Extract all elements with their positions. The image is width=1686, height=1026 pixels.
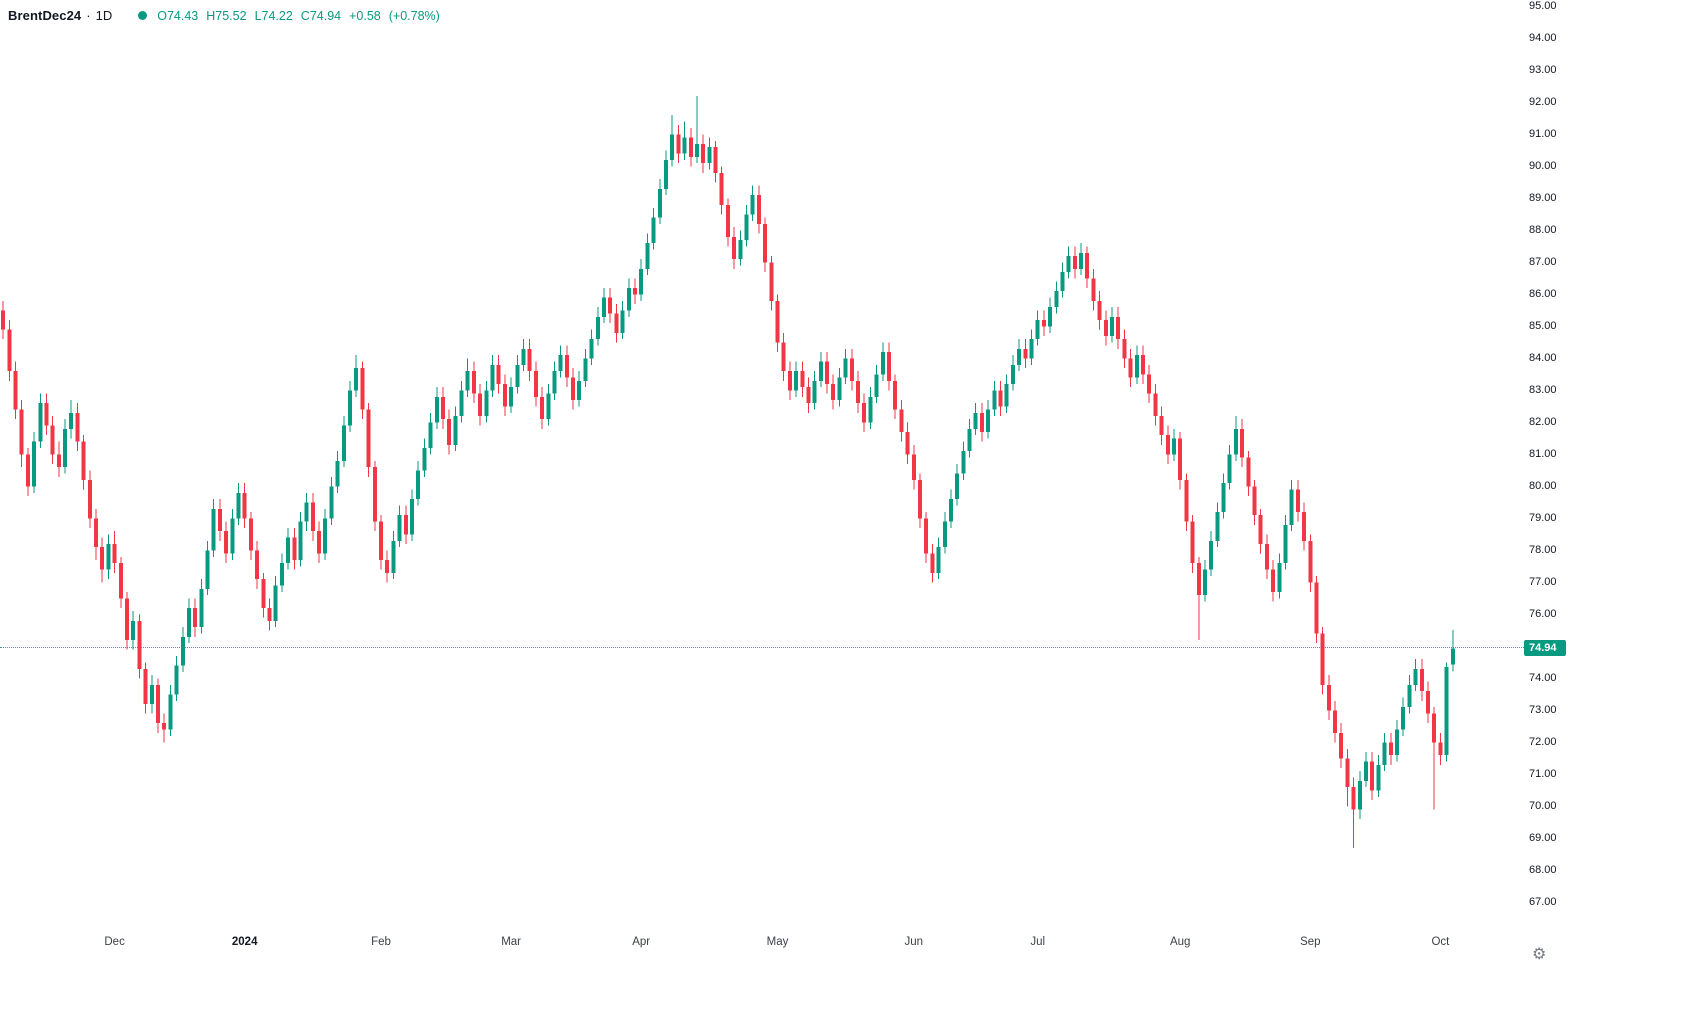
last-price-line (0, 647, 1524, 649)
series-marker-icon (138, 11, 148, 20)
ohlc-open: O74.43 (157, 8, 199, 23)
ohlc-low: L74.22 (254, 8, 293, 23)
price-tick-label: 90.00 (1529, 159, 1557, 172)
price-tick-label: 81.00 (1529, 447, 1557, 460)
change-percent: (+0.78%) (388, 8, 440, 23)
time-tick-label: Apr (632, 936, 651, 948)
ohlc-high: H75.52 (206, 8, 247, 23)
price-tick-label: 91.00 (1529, 127, 1557, 140)
last-price-label: 74.94 (1524, 639, 1566, 656)
price-tick-label: 93.00 (1529, 63, 1557, 76)
price-tick-label: 67.00 (1529, 895, 1557, 908)
change-value: +0.58 (349, 8, 381, 23)
time-axis[interactable]: ⚙ Dec 2024 Feb Mar Apr May Jun Jul Aug Sep Oct (0, 928, 1686, 1026)
price-tick-label: 89.00 (1529, 191, 1557, 204)
candlestick-plot[interactable] (0, 0, 1524, 928)
price-tick-label: 94.00 (1529, 31, 1557, 44)
price-tick-label: 79.00 (1529, 511, 1557, 524)
title-separator: · (86, 8, 91, 23)
price-tick-label: 69.00 (1529, 831, 1557, 844)
ohlc-close: C74.94 (300, 8, 342, 23)
price-tick-label: 78.00 (1529, 543, 1557, 556)
price-tick-label: 77.00 (1529, 575, 1557, 588)
price-tick-label: 88.00 (1529, 223, 1557, 236)
price-tick-label: 70.00 (1529, 799, 1557, 812)
time-tick-label: May (766, 936, 789, 948)
price-tick-label: 80.00 (1529, 479, 1557, 492)
time-tick-label: Jul (1030, 936, 1046, 948)
price-tick-label: 83.00 (1529, 383, 1557, 396)
time-tick-label: Sep (1300, 936, 1321, 948)
price-tick-label: 73.00 (1529, 703, 1557, 716)
interval-label[interactable]: 1D (95, 8, 113, 23)
time-tick-label: Dec (104, 936, 125, 948)
legend: BrentDec24 · 1D O74.43 H75.52 L74.22 C74… (8, 8, 440, 23)
time-tick-label: Aug (1169, 936, 1191, 948)
time-tick-label: Jun (904, 936, 924, 948)
settings-gear-icon[interactable]: ⚙ (1532, 944, 1547, 963)
price-tick-label: 71.00 (1529, 767, 1557, 780)
price-tick-label: 87.00 (1529, 255, 1557, 268)
price-tick-label: 72.00 (1529, 735, 1557, 748)
price-tick-label: 85.00 (1529, 319, 1557, 332)
ohlc-readout: O74.43 H75.52 L74.22 C74.94 +0.58 (+0.78… (157, 9, 440, 23)
price-tick-label: 74.00 (1529, 671, 1557, 684)
symbol-title[interactable]: BrentDec24 (8, 8, 82, 23)
price-tick-label: 68.00 (1529, 863, 1557, 876)
price-axis[interactable]: 67.00 68.00 69.00 70.00 71.00 72.00 73.00 74.00… (1524, 0, 1686, 928)
time-tick-label: 2024 (231, 936, 258, 948)
time-tick-label: Oct (1431, 936, 1450, 948)
price-tick-label: 82.00 (1529, 415, 1557, 428)
price-tick-label: 95.00 (1529, 0, 1557, 12)
price-tick-label: 84.00 (1529, 351, 1557, 364)
price-tick-label: 92.00 (1529, 95, 1557, 108)
price-tick-label: 76.00 (1529, 607, 1557, 620)
time-tick-label: Mar (501, 936, 521, 948)
time-tick-label: Feb (371, 936, 391, 948)
price-tick-label: 86.00 (1529, 287, 1557, 300)
